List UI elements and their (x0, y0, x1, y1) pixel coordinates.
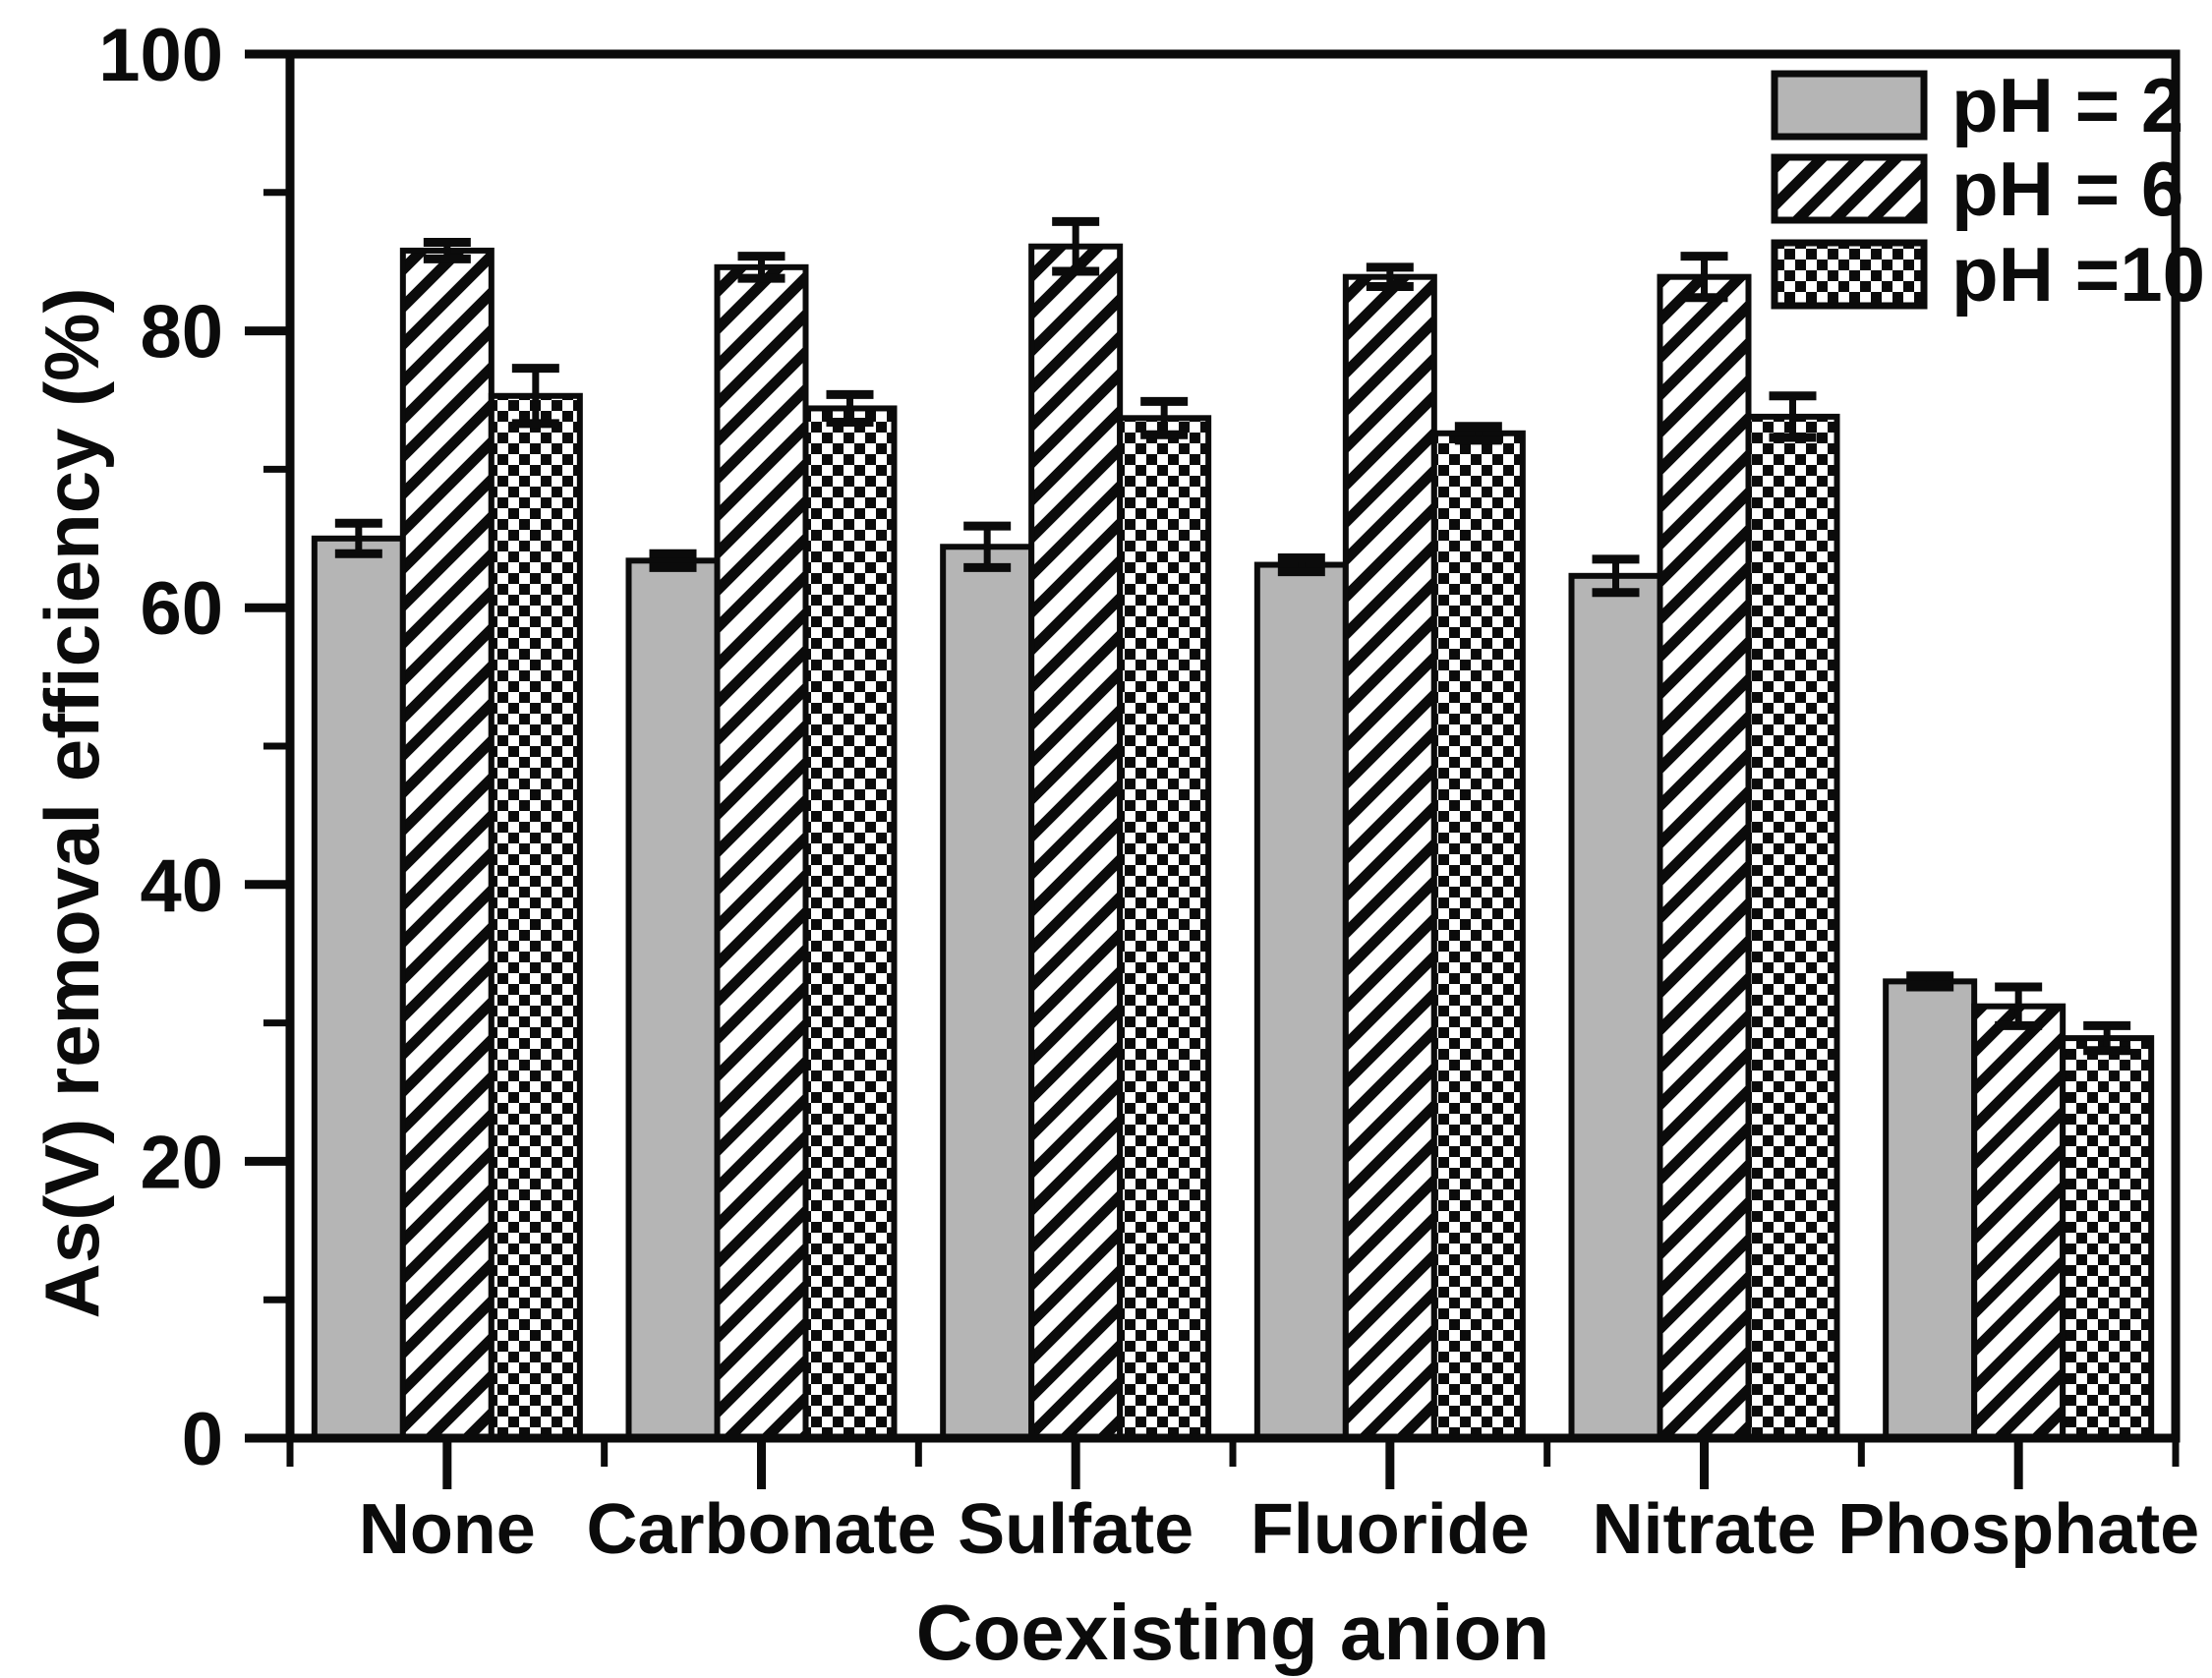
bar-phosphate-pH6 (1971, 1003, 2066, 1441)
error-bar-nitrate-pH2 (1592, 554, 1640, 598)
bar-sulfate-pH10 (1117, 415, 1212, 1442)
error-bar-phosphate-pH10 (2083, 1020, 2131, 1056)
bar-nitrate-pH10 (1745, 413, 1840, 1441)
error-bar-phosphate-pH2 (1906, 971, 1954, 992)
bar-carbonate-pH6 (714, 263, 809, 1441)
error-bar-phosphate-pH6 (1995, 982, 2043, 1030)
error-bar-carbonate-pH2 (649, 549, 697, 572)
error-bar-carbonate-pH10 (826, 389, 874, 428)
bar-phosphate-pH10 (2060, 1035, 2155, 1441)
x-tick-label: Phosphate (1837, 1490, 2199, 1569)
error-bar-fluoride-pH6 (1366, 262, 1414, 292)
legend-label: pH = 6 (1951, 145, 2183, 232)
bar-none-pH6 (399, 247, 495, 1441)
bar-carbonate-pH2 (625, 557, 721, 1441)
y-tick-label: 40 (140, 844, 223, 928)
x-tick-label: Nitrate (1592, 1490, 1816, 1569)
legend-label: pH =10 (1951, 231, 2205, 318)
y-tick-label: 60 (140, 567, 223, 651)
bar-fluoride-pH2 (1253, 561, 1349, 1441)
legend-swatch-pH6 (1771, 153, 1928, 224)
bar-nitrate-pH2 (1568, 572, 1663, 1441)
error-bar-nitrate-pH6 (1680, 252, 1728, 303)
bar-sulfate-pH2 (940, 544, 1035, 1441)
y-axis-title: As(V) removal efficiency (%) (29, 287, 115, 1318)
legend-label: pH = 2 (1951, 62, 2183, 148)
error-bar-none-pH6 (423, 237, 471, 263)
y-tick-label: 100 (98, 14, 223, 97)
bar-fluoride-pH10 (1430, 430, 1526, 1441)
error-bar-fluoride-pH10 (1454, 422, 1502, 445)
error-bar-nitrate-pH10 (1769, 391, 1817, 442)
y-tick-label: 80 (140, 291, 223, 375)
bar-phosphate-pH2 (1883, 978, 1978, 1441)
error-bar-fluoride-pH2 (1277, 553, 1325, 577)
legend-swatch-pH2 (1771, 70, 1928, 141)
bar-carbonate-pH10 (802, 405, 898, 1441)
bar-sulfate-pH6 (1028, 243, 1124, 1441)
y-tick-label: 0 (182, 1398, 223, 1481)
x-tick-label: None (359, 1490, 536, 1569)
bar-none-pH2 (311, 535, 406, 1441)
error-bar-carbonate-pH6 (737, 252, 786, 283)
bar-none-pH10 (488, 392, 583, 1441)
error-bar-sulfate-pH2 (963, 521, 1012, 572)
bar-nitrate-pH6 (1657, 273, 1752, 1441)
bar-fluoride-pH6 (1342, 273, 1437, 1441)
legend-swatch-pH10 (1771, 239, 1928, 310)
x-tick-label: Carbonate (586, 1490, 936, 1569)
x-tick-label: Fluoride (1251, 1490, 1530, 1569)
error-bar-sulfate-pH6 (1052, 216, 1100, 276)
error-bar-none-pH10 (511, 364, 559, 429)
x-axis-title: Coexisting anion (916, 1589, 1550, 1676)
y-tick-label: 20 (140, 1121, 223, 1204)
error-bar-sulfate-pH10 (1140, 396, 1189, 439)
x-tick-label: Sulfate (958, 1490, 1193, 1569)
error-bar-none-pH2 (334, 518, 382, 558)
